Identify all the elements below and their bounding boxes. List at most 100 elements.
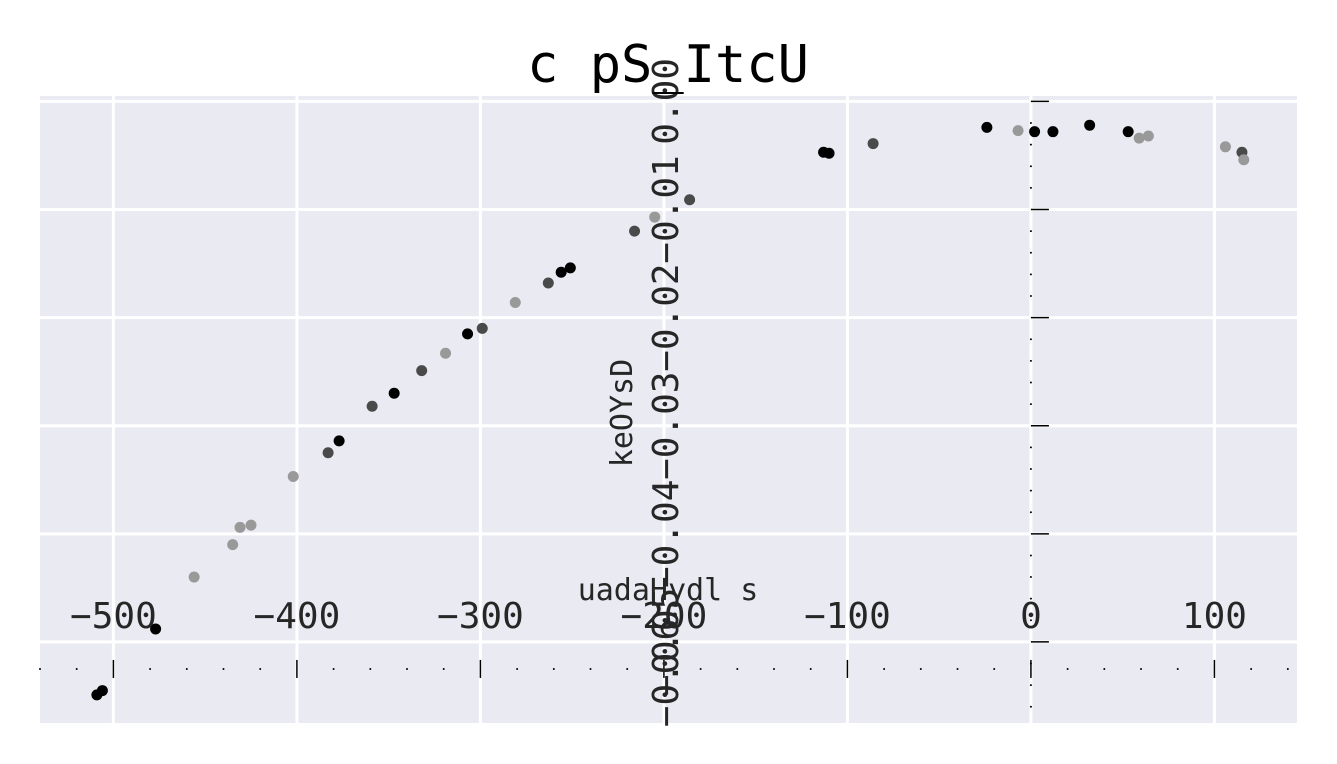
x-minor-tick — [589, 667, 592, 670]
y-minor-tick — [1029, 165, 1032, 168]
data-point — [440, 347, 452, 359]
x-minor-tick — [1066, 667, 1069, 670]
data-point — [629, 225, 641, 237]
y-minor-tick — [1029, 403, 1032, 406]
data-point — [416, 365, 428, 377]
data-point — [150, 623, 162, 635]
data-point — [1029, 126, 1041, 138]
y-minor-tick — [1029, 489, 1032, 492]
y-minor-tick — [1029, 446, 1032, 449]
data-point — [1012, 125, 1024, 137]
x-minor-tick — [259, 667, 262, 670]
x-minor-tick — [956, 667, 959, 670]
x-tick-label: −500 — [70, 596, 157, 637]
data-point — [555, 266, 567, 278]
y-tick-label: −0.05 — [646, 588, 687, 696]
x-tick-label: 0 — [1020, 596, 1042, 637]
data-point — [227, 539, 239, 551]
x-tick-label: −400 — [254, 596, 341, 637]
x-minor-tick — [332, 667, 335, 670]
y-tick-label: 0.00 — [646, 58, 687, 145]
x-minor-tick — [75, 667, 78, 670]
y-tick-label: −0.04 — [646, 480, 687, 588]
data-point — [1133, 132, 1145, 144]
x-minor-tick — [1103, 667, 1106, 670]
y-tick-label: −0.01 — [646, 155, 687, 263]
grid — [40, 96, 1297, 723]
x-minor-tick — [773, 667, 776, 670]
data-point — [322, 447, 334, 459]
x-tick-label: 100 — [1182, 596, 1247, 637]
y-minor-tick — [1029, 122, 1032, 125]
data-points — [91, 119, 1250, 701]
data-point — [1122, 126, 1134, 138]
data-point — [1238, 154, 1250, 166]
y-minor-tick — [1029, 273, 1032, 276]
y-minor-tick — [1029, 684, 1032, 687]
y-minor-tick — [1029, 294, 1032, 297]
x-minor-tick — [883, 667, 886, 670]
data-point — [333, 435, 345, 447]
tick-labels: −500 −400 −300 −200 −100 0 1000.00−0.01−0.02−0… — [70, 58, 1247, 727]
y-minor-tick — [1029, 576, 1032, 579]
x-minor-tick — [699, 667, 702, 670]
data-point — [287, 471, 299, 483]
y-minor-tick — [1029, 143, 1032, 146]
y-minor-tick — [1029, 662, 1032, 665]
x-minor-tick — [626, 667, 629, 670]
y-minor-tick — [1029, 230, 1032, 233]
axis-ticks — [39, 100, 1289, 708]
x-minor-tick — [809, 667, 812, 670]
x-minor-tick — [516, 667, 519, 670]
y-tick-label: −0.02 — [646, 263, 687, 371]
data-point — [188, 571, 200, 583]
x-minor-tick — [1176, 667, 1179, 670]
x-tick-label: −300 — [437, 596, 524, 637]
y-minor-tick — [1029, 511, 1032, 514]
y-tick-label: −0.06 — [646, 619, 687, 727]
data-point — [564, 262, 576, 274]
x-minor-tick — [552, 667, 555, 670]
y-minor-tick — [1029, 186, 1032, 189]
y-minor-tick — [1029, 359, 1032, 362]
x-minor-tick — [1286, 667, 1289, 670]
x-minor-tick — [406, 667, 409, 670]
data-point — [1142, 130, 1154, 142]
data-point — [366, 400, 378, 412]
x-minor-tick — [993, 667, 996, 670]
y-axis-label: keOYsD — [605, 359, 640, 467]
x-minor-tick — [185, 667, 188, 670]
x-axis-label: uadaHydl s — [578, 573, 759, 608]
x-minor-tick — [222, 667, 225, 670]
y-minor-tick — [1029, 554, 1032, 557]
y-tick-label: −0.03 — [646, 372, 687, 480]
data-point — [542, 277, 554, 289]
x-tick-label: −200 — [621, 596, 708, 637]
data-point — [684, 194, 696, 206]
x-minor-tick — [369, 667, 372, 670]
data-point — [649, 211, 661, 223]
data-point — [867, 138, 879, 150]
data-point — [1084, 119, 1096, 131]
data-point — [462, 328, 474, 340]
chart-title: c pS_ItcU — [527, 35, 809, 95]
data-point — [823, 147, 835, 159]
data-point — [234, 521, 246, 533]
x-tick-label: −100 — [804, 596, 891, 637]
data-point — [476, 322, 488, 334]
data-point — [981, 121, 993, 133]
data-point — [509, 296, 521, 308]
y-minor-tick — [1029, 467, 1032, 470]
data-point — [388, 387, 400, 399]
x-minor-tick — [149, 667, 152, 670]
plot-background — [40, 96, 1297, 723]
x-minor-tick — [919, 667, 922, 670]
data-point — [1047, 126, 1059, 138]
data-point — [1219, 141, 1231, 153]
x-minor-tick — [1140, 667, 1143, 670]
x-minor-tick — [1250, 667, 1253, 670]
y-minor-tick — [1029, 381, 1032, 384]
y-minor-tick — [1029, 338, 1032, 341]
data-point — [96, 685, 108, 697]
